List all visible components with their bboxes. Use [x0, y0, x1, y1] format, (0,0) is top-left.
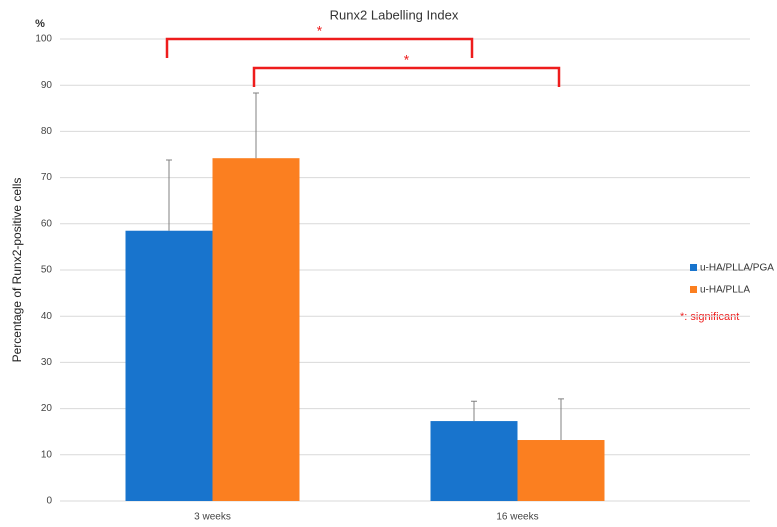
error-bar — [558, 398, 564, 441]
legend-swatch — [690, 286, 697, 293]
significance-note: *: significant — [680, 311, 739, 323]
bar — [517, 440, 605, 501]
y-tick-label: 80 — [41, 126, 53, 137]
y-axis-label: Percentage of Runx2-positive cells — [10, 178, 24, 363]
y-tick-label: 20 — [41, 403, 53, 414]
bar — [430, 421, 518, 501]
x-tick-label: 16 weeks — [496, 512, 538, 523]
y-tick-label: 100 — [35, 34, 52, 45]
x-tick-label: 3 weeks — [194, 512, 231, 523]
legend-label: u-HA/PLLA/PGA — [700, 263, 774, 274]
legend-label: u-HA/PLLA — [700, 285, 750, 296]
chart-title: Runx2 Labelling Index — [330, 7, 459, 22]
significance-star: * — [404, 52, 410, 68]
bar — [212, 158, 300, 502]
significance-star: * — [317, 23, 323, 39]
legend-swatch — [690, 264, 697, 271]
significance-bracket — [165, 37, 474, 58]
error-bar — [253, 92, 259, 159]
error-bar — [471, 400, 477, 422]
y-tick-label: 40 — [41, 311, 53, 322]
y-tick-label: 30 — [41, 357, 53, 368]
error-bar — [166, 159, 172, 231]
y-tick-label: 10 — [41, 449, 53, 460]
y-tick-label: 90 — [41, 80, 53, 91]
y-tick-label: 70 — [41, 172, 53, 183]
y-unit: % — [35, 18, 45, 30]
y-tick-label: 0 — [46, 496, 52, 507]
significance-bracket — [252, 66, 561, 87]
bar — [125, 230, 213, 502]
y-tick-label: 50 — [41, 265, 53, 276]
y-tick-label: 60 — [41, 218, 53, 229]
